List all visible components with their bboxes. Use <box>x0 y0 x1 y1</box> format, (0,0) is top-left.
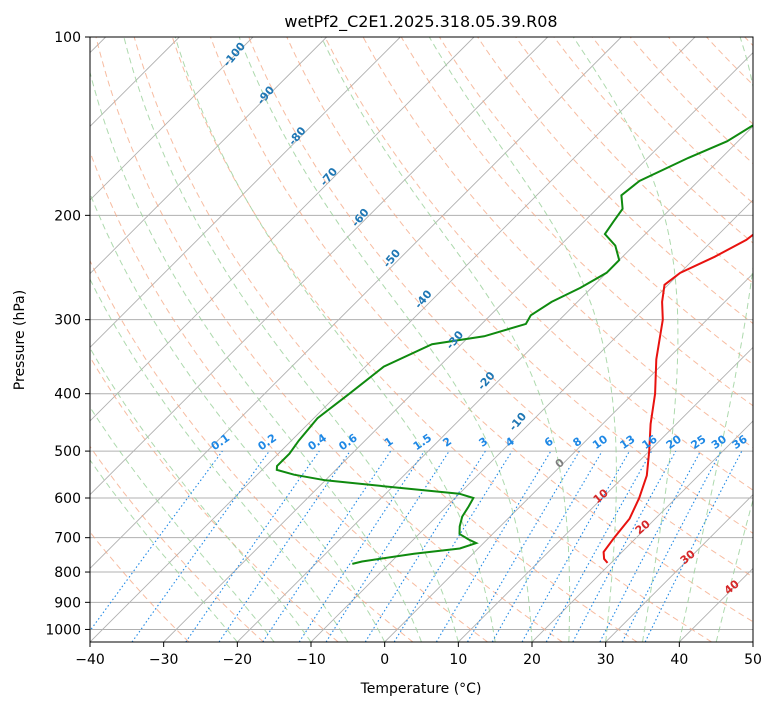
profiles <box>275 124 753 565</box>
moist-adiabat-line <box>715 497 753 642</box>
y-tick-label: 900 <box>54 595 81 611</box>
isotherm-line <box>90 37 327 275</box>
x-tick-label: 50 <box>744 652 762 668</box>
isotherm-line <box>90 37 254 201</box>
dry-adiabat-line <box>324 37 753 491</box>
mixing-ratio-line <box>393 450 513 642</box>
isotherm-line <box>90 37 401 348</box>
x-tick-label: 0 <box>380 652 389 668</box>
moist-adiabat-line <box>90 192 386 642</box>
x-axis-label: Temperature (°C) <box>360 681 482 697</box>
y-tick-label: 500 <box>54 444 81 460</box>
y-tick-label: 800 <box>54 565 81 581</box>
y-tick-label: 700 <box>54 531 81 547</box>
axis-ticks: −40 −30 −20 −10 0 10 20 30 40 50 100 200 300 400 500 60… <box>45 30 762 668</box>
dry-adiabat-line <box>248 37 753 578</box>
moist-adiabat-line <box>174 37 496 642</box>
mixing-ratio-line <box>521 450 630 642</box>
x-tick-label: 20 <box>523 652 541 668</box>
x-tick-label: 10 <box>449 652 467 668</box>
mixing-ratio-line <box>435 450 552 642</box>
moist-adiabat-line <box>90 459 238 642</box>
y-tick-label: 600 <box>54 491 81 507</box>
dry-adiabat-line <box>90 445 264 642</box>
x-tick-label: −20 <box>223 652 253 668</box>
y-axis-label: Pressure (hPa) <box>12 290 28 390</box>
mixing-ratio-line <box>325 450 450 642</box>
background-lines <box>90 37 753 642</box>
isotherm-line <box>458 346 753 642</box>
mixing-ratio-line <box>491 450 603 642</box>
moist-adiabat-line <box>428 37 617 642</box>
dry-adiabat-line <box>210 37 753 623</box>
isotherm-line <box>90 37 622 569</box>
mixing-ratio-line <box>185 450 320 642</box>
dry-adiabat-line <box>133 37 638 642</box>
dewpoint-profile-line <box>275 124 753 565</box>
dry-adiabat-line <box>400 37 753 407</box>
dry-adiabat-line <box>515 37 753 284</box>
mixing-ratio-line <box>218 450 351 642</box>
isotherm-line <box>237 125 753 642</box>
x-tick-label: −10 <box>296 652 326 668</box>
moist-adiabat-line <box>572 37 679 642</box>
x-tick-label: −30 <box>149 652 179 668</box>
isotherm-line <box>90 37 548 496</box>
mixing-ratio-line <box>572 450 677 642</box>
x-tick-label: 30 <box>597 652 615 668</box>
moist-adiabat-line <box>90 70 422 642</box>
dry-adiabat-line <box>629 37 753 165</box>
y-tick-label: 200 <box>54 208 81 224</box>
dry-adiabat-line <box>171 37 712 642</box>
x-tick-label: 40 <box>670 652 688 668</box>
x-tick-label: −40 <box>75 652 105 668</box>
dry-adiabat-line <box>95 37 563 642</box>
chart-title: wetPf2_C2E1.2025.318.05.39.R08 <box>284 12 557 32</box>
mixing-ratio-line <box>90 450 223 632</box>
isotherm-line <box>90 37 475 422</box>
moist-adiabat-line <box>238 37 533 642</box>
temperature-profile-line <box>602 233 753 564</box>
mixing-ratio-line <box>545 450 653 642</box>
y-tick-label: 300 <box>54 313 81 329</box>
plot-frame <box>89 36 754 643</box>
isotherm-line <box>531 420 753 642</box>
dry-adiabat-line <box>477 37 753 325</box>
dry-adiabat-line <box>90 259 414 642</box>
y-tick-label: 1000 <box>45 622 81 638</box>
dry-adiabat-line <box>591 37 753 204</box>
mixing-ratio-line <box>467 450 580 642</box>
mixing-ratio-line <box>364 450 486 642</box>
isotherm-line <box>605 494 753 642</box>
y-tick-label: 400 <box>54 387 81 403</box>
moist-adiabat-line <box>90 406 275 642</box>
y-tick-label: 100 <box>54 30 81 46</box>
isotherm-line <box>384 273 753 642</box>
moist-adiabat-line <box>320 37 571 642</box>
mixing-ratio-line <box>131 450 270 642</box>
dry-adiabat-line <box>362 37 753 449</box>
moist-adiabat-line <box>678 37 753 642</box>
